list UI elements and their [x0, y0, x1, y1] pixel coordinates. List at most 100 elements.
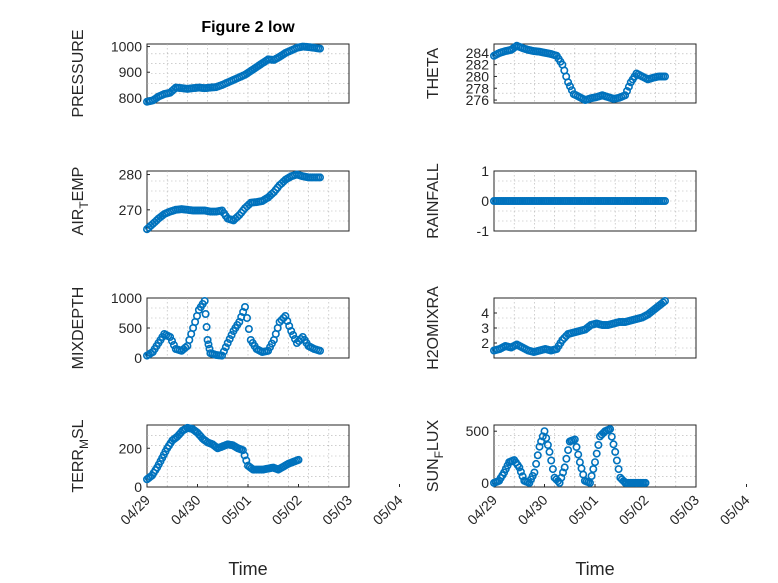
- data-point: [225, 334, 234, 343]
- y-tick-label: 1: [481, 163, 489, 179]
- data-point: [294, 455, 303, 464]
- subplot-3: 270 280 AIRTEMP: [70, 167, 350, 236]
- data-point: [315, 44, 324, 53]
- data-point: [533, 451, 542, 460]
- y-tick-label: 0: [134, 350, 142, 366]
- data-series: [143, 170, 324, 234]
- y-axis-label: AIRTEMP: [70, 167, 91, 236]
- y-tick-label: 0: [481, 193, 489, 209]
- data-point: [572, 442, 581, 451]
- subplot-8: 0 500 04/29 04/30 05/01 05/02 05/03 05/04 Time SU…: [425, 420, 753, 579]
- data-point: [564, 78, 573, 87]
- data-point: [606, 425, 615, 434]
- data-point: [592, 449, 601, 458]
- data-point: [200, 296, 209, 305]
- data-point: [574, 450, 583, 459]
- x-tick-label: 05/01: [218, 492, 254, 528]
- y-tick-label: 2: [481, 335, 489, 351]
- data-point: [543, 440, 552, 449]
- y-axis-label: MIXDEPTH: [70, 287, 87, 370]
- subplot-1: 800 900 1000 PRESSURE Figure 2 low: [70, 19, 350, 118]
- data-point: [201, 309, 210, 318]
- x-tick-label: 04/29: [117, 492, 153, 528]
- data-series: [489, 425, 650, 487]
- data-series: [489, 197, 669, 206]
- y-tick-label: 1000: [111, 290, 142, 306]
- y-tick-label: -1: [477, 223, 490, 239]
- data-series: [489, 41, 669, 105]
- y-tick-label: 280: [119, 167, 143, 183]
- data-series: [489, 296, 669, 356]
- data-point: [548, 465, 557, 474]
- data-point: [516, 467, 525, 476]
- data-point: [562, 454, 571, 463]
- y-axis-label: THETA: [425, 48, 442, 100]
- y-tick-label: 500: [466, 423, 490, 439]
- x-tick-label: 04/30: [515, 492, 551, 528]
- data-point: [219, 347, 228, 356]
- x-axis-label: Time: [228, 559, 267, 579]
- y-axis-label: RAINFALL: [425, 163, 442, 239]
- data-series: [143, 296, 324, 360]
- x-tick-label: 05/02: [269, 492, 305, 528]
- data-series: [143, 423, 303, 484]
- subplot-5: 0 500 1000 MIXDEPTH: [70, 287, 350, 370]
- data-point: [622, 87, 631, 96]
- y-tick-label: 500: [119, 320, 143, 336]
- data-point: [567, 86, 576, 95]
- data-point: [540, 427, 549, 436]
- x-tick-label: 05/04: [370, 492, 406, 528]
- data-point: [169, 340, 178, 349]
- y-tick-label: 800: [119, 90, 143, 106]
- data-point: [166, 332, 175, 341]
- data-point: [204, 340, 213, 349]
- x-tick-label: 05/01: [565, 492, 601, 528]
- x-tick-label: 05/04: [717, 492, 753, 528]
- y-tick-label: 282: [466, 57, 490, 73]
- data-point: [547, 456, 556, 465]
- subplot-4: -1 0 1 RAINFALL: [425, 163, 697, 239]
- data-point: [289, 330, 298, 339]
- data-point: [621, 91, 630, 100]
- data-point: [545, 447, 554, 456]
- data-point: [532, 459, 541, 468]
- data-point: [607, 432, 616, 441]
- y-tick-label: 0: [481, 475, 489, 491]
- data-point: [587, 471, 596, 480]
- data-point: [570, 435, 579, 444]
- data-point: [660, 72, 669, 81]
- x-tick-label: 05/03: [666, 492, 702, 528]
- data-point: [218, 351, 227, 360]
- data-point: [223, 338, 232, 347]
- data-point: [542, 434, 551, 443]
- y-axis-label: PRESSURE: [70, 29, 87, 117]
- data-point: [609, 440, 618, 449]
- data-point: [614, 465, 623, 474]
- y-tick-label: 900: [119, 64, 143, 80]
- y-tick-label: 1000: [111, 39, 142, 55]
- y-tick-label: 4: [481, 305, 489, 321]
- data-point: [203, 335, 212, 344]
- data-point: [243, 313, 252, 322]
- y-tick-label: 0: [134, 479, 142, 495]
- data-point: [221, 343, 230, 352]
- data-point: [590, 458, 599, 467]
- data-point: [227, 330, 236, 339]
- y-tick-label: 270: [119, 202, 143, 218]
- data-point: [612, 456, 621, 465]
- data-point: [241, 302, 250, 311]
- data-point: [202, 322, 211, 331]
- data-point: [267, 189, 276, 198]
- data-point: [660, 197, 669, 206]
- data-point: [233, 212, 242, 221]
- data-point: [660, 296, 669, 305]
- data-point: [565, 82, 574, 91]
- data-series: [143, 42, 324, 106]
- y-tick-label: 280: [466, 68, 490, 84]
- y-tick-label: 278: [466, 80, 490, 96]
- data-point: [560, 463, 569, 472]
- data-point: [585, 478, 594, 487]
- x-axis-label: Time: [575, 559, 614, 579]
